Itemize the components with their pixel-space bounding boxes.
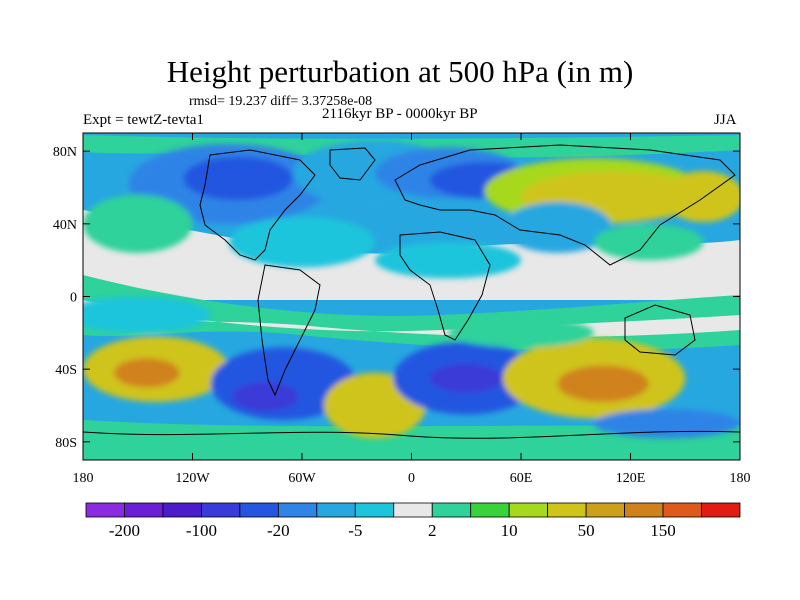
coastline-australia bbox=[624, 304, 696, 356]
field-blob bbox=[83, 194, 193, 253]
colorbar-box bbox=[701, 502, 741, 518]
latitude-axis: 80N 40N 0 40S 80S bbox=[53, 145, 740, 451]
field-blob bbox=[114, 358, 180, 388]
coastline-africa bbox=[399, 231, 491, 341]
colorbar-box bbox=[470, 502, 510, 518]
lon-tick-label: 120E bbox=[616, 471, 646, 486]
colorbar-box bbox=[662, 502, 702, 518]
field-blob bbox=[83, 296, 211, 333]
field-blob bbox=[429, 363, 503, 393]
colorbar-label: 10 bbox=[501, 521, 518, 540]
coastline-south-america bbox=[257, 264, 321, 397]
coastline-north-america bbox=[199, 149, 316, 261]
coastline-antarctica bbox=[83, 430, 740, 439]
antarctic-band bbox=[83, 420, 740, 460]
colorbar-box bbox=[162, 502, 202, 518]
colorbar-box bbox=[547, 502, 587, 518]
coastline-greenland bbox=[329, 147, 376, 181]
season-label: JJA bbox=[714, 112, 737, 128]
colorbar-label: 2 bbox=[428, 521, 437, 540]
colorbar-box bbox=[239, 502, 279, 518]
plot-title: Height perturbation at 500 hPa (in m) bbox=[166, 54, 634, 89]
lon-tick-label: 0 bbox=[408, 471, 415, 486]
colorbar-box bbox=[201, 502, 241, 518]
longitude-axis: 180 120W 60W 0 60E 120E 180 bbox=[73, 133, 751, 486]
contour-field bbox=[83, 140, 740, 439]
stats-line: rmsd= 19.237 diff= 3.37258e-08 bbox=[189, 94, 373, 109]
field-blob bbox=[557, 365, 649, 402]
lat-tick-label: 0 bbox=[70, 291, 77, 306]
colorbar-box bbox=[124, 502, 164, 518]
colorbar-box bbox=[585, 502, 625, 518]
field-blob bbox=[594, 223, 704, 261]
colorbar-label: -200 bbox=[109, 521, 140, 540]
coastlines bbox=[83, 144, 740, 439]
colorbar-box bbox=[316, 502, 356, 518]
experiment-label: Expt = tewtZ-tevta1 bbox=[83, 112, 204, 128]
lat-tick-label: 80N bbox=[53, 145, 77, 160]
colorbar-label: 50 bbox=[578, 521, 595, 540]
period-label: 2116kyr BP - 0000kyr BP bbox=[322, 106, 478, 122]
field-blob bbox=[448, 318, 594, 348]
lon-tick-label: 180 bbox=[730, 471, 751, 486]
field-blob bbox=[375, 241, 521, 279]
colorbar-box bbox=[393, 502, 433, 518]
field-blob bbox=[229, 216, 375, 268]
colorbar-box bbox=[431, 502, 472, 518]
colorbar-label: -100 bbox=[186, 521, 217, 540]
field-blob bbox=[232, 381, 299, 411]
map-area bbox=[82, 132, 741, 461]
field-blob bbox=[183, 156, 293, 201]
lat-tick-label: 80S bbox=[55, 436, 77, 451]
colorbar-box bbox=[354, 502, 395, 518]
lat-tick-label: 40S bbox=[55, 363, 77, 378]
colorbar-label: -20 bbox=[267, 521, 290, 540]
colorbar: -200 -100 -20 -5 2 10 50 150 bbox=[85, 502, 741, 540]
colorbar-box bbox=[277, 502, 318, 518]
coastline-eurasia bbox=[394, 144, 736, 266]
colorbar-label: -5 bbox=[348, 521, 362, 540]
lat-tick-label: 40N bbox=[53, 218, 77, 233]
field-blob bbox=[663, 171, 740, 223]
colorbar-box bbox=[508, 502, 549, 518]
colorbar-label: 150 bbox=[650, 521, 676, 540]
lon-tick-label: 120W bbox=[175, 471, 210, 486]
colorbar-box bbox=[85, 502, 125, 518]
colorbar-box bbox=[624, 502, 664, 518]
field-blob bbox=[502, 202, 613, 253]
lon-tick-label: 60E bbox=[510, 471, 533, 486]
lon-tick-label: 60W bbox=[288, 471, 316, 486]
lon-tick-label: 180 bbox=[73, 471, 94, 486]
